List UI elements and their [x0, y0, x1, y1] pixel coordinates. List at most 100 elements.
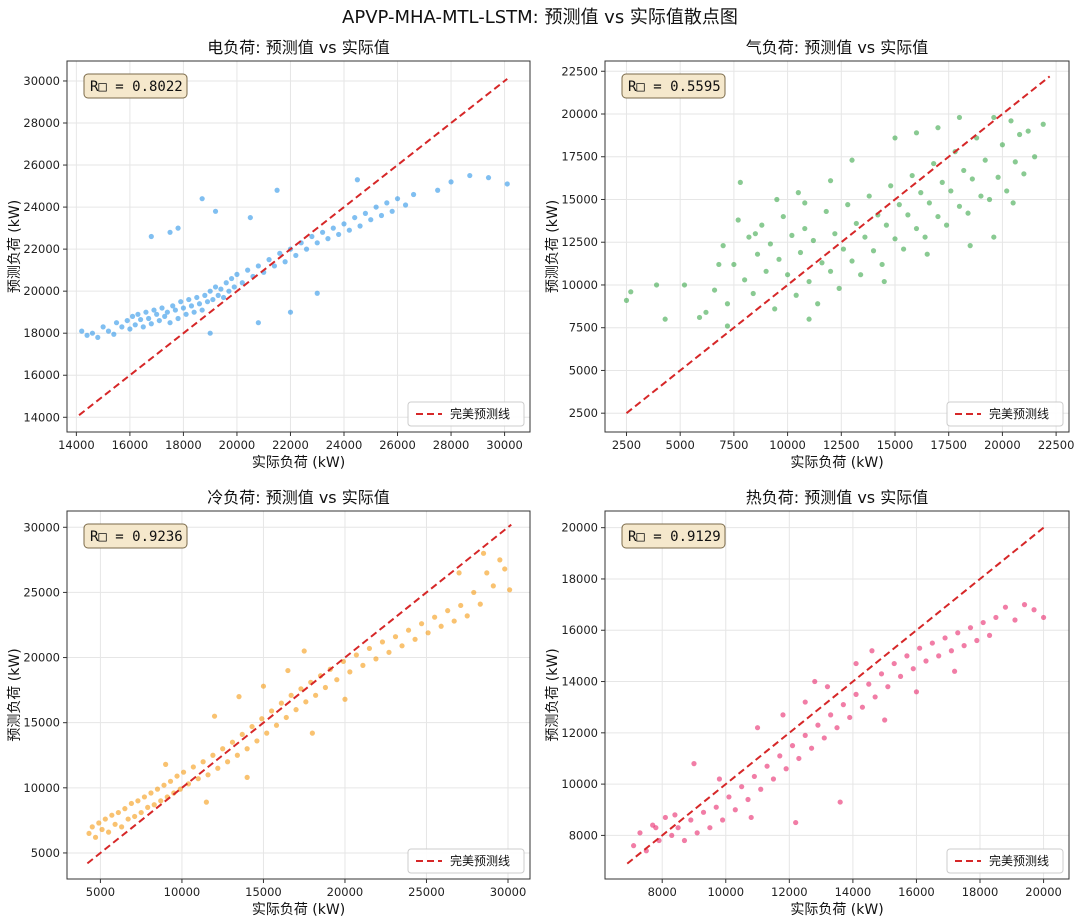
- axes-frame: [604, 510, 1070, 880]
- legend: [407, 401, 525, 427]
- axes-frame: [66, 60, 531, 433]
- data-point: [904, 653, 910, 659]
- data-point: [170, 303, 176, 309]
- data-point: [105, 829, 112, 835]
- scatter-points: [79, 172, 510, 341]
- data-point: [113, 320, 120, 326]
- data-point: [202, 292, 208, 298]
- data-point: [271, 263, 278, 269]
- data-point: [681, 837, 688, 844]
- data-point: [707, 825, 713, 831]
- data-point: [750, 290, 756, 297]
- data-point: [999, 142, 1006, 148]
- x-tick-label: 15000: [877, 438, 914, 452]
- data-point: [467, 172, 473, 179]
- data-point: [897, 673, 904, 680]
- data-point: [119, 324, 125, 330]
- data-point: [845, 202, 851, 208]
- data-point: [269, 708, 275, 714]
- x-tick-label: 22500: [1038, 438, 1075, 452]
- data-point: [239, 731, 245, 738]
- data-point: [956, 203, 963, 209]
- data-point: [255, 320, 261, 326]
- data-point: [716, 261, 722, 268]
- data-point: [336, 231, 342, 238]
- data-point: [229, 739, 236, 745]
- y-tick-label: 28000: [23, 116, 60, 130]
- data-point: [888, 183, 894, 189]
- data-point: [623, 297, 630, 303]
- data-point: [205, 772, 211, 778]
- data-point: [172, 307, 178, 313]
- data-point: [412, 636, 418, 642]
- data-point: [254, 738, 260, 744]
- data-point: [1031, 607, 1037, 613]
- data-point: [151, 307, 157, 313]
- data-point: [215, 765, 221, 771]
- data-point: [720, 243, 726, 249]
- data-point: [995, 174, 1001, 180]
- subplot-4: 8000 10000 12000 14000 16000 18000 20000 8000 10…: [545, 488, 1070, 918]
- y-axis-label: 预测负荷 (kW): [7, 648, 23, 741]
- data-point: [858, 272, 864, 278]
- data-point: [780, 213, 786, 220]
- data-point: [806, 278, 812, 285]
- data-point: [215, 292, 221, 298]
- data-point: [504, 181, 510, 187]
- data-point: [394, 196, 401, 202]
- data-point: [774, 196, 780, 203]
- data-point: [881, 278, 887, 285]
- data-point: [870, 248, 877, 254]
- x-axis-label: 实际负荷 (kW): [252, 902, 345, 918]
- data-point: [1040, 614, 1047, 621]
- data-point: [681, 282, 688, 288]
- data-point: [675, 825, 681, 831]
- data-point: [99, 826, 105, 833]
- data-point: [287, 309, 294, 315]
- data-point: [783, 766, 789, 772]
- data-point: [752, 231, 758, 237]
- data-point: [900, 246, 907, 252]
- data-point: [143, 309, 149, 315]
- data-point: [986, 196, 993, 203]
- data-point: [726, 794, 732, 800]
- y-tick-label: 8000: [569, 828, 598, 842]
- legend: [407, 848, 525, 874]
- data-point: [210, 752, 216, 758]
- data-point: [89, 824, 95, 830]
- data-point: [853, 660, 859, 667]
- data-point: [352, 214, 358, 221]
- data-point: [410, 191, 417, 198]
- data-point: [484, 570, 490, 576]
- data-point: [935, 125, 941, 131]
- data-point: [405, 627, 412, 633]
- figure-suptitle: APVP-MHA-MTL-LSTM: 预测值 vs 实际值散点图: [342, 7, 738, 28]
- data-point: [737, 179, 743, 185]
- data-point: [878, 671, 885, 677]
- data-point: [713, 804, 719, 810]
- data-point: [828, 712, 834, 718]
- data-point: [866, 193, 872, 199]
- x-tick-label: 30000: [486, 438, 523, 452]
- data-point: [991, 114, 997, 121]
- data-point: [700, 809, 707, 815]
- data-point: [694, 830, 700, 836]
- data-point: [806, 316, 812, 322]
- data-point: [159, 305, 165, 311]
- y-tick-label: 16000: [561, 623, 598, 637]
- data-point: [745, 796, 751, 803]
- data-point: [885, 684, 891, 690]
- data-point: [451, 618, 457, 624]
- data-point: [672, 812, 678, 818]
- data-point: [346, 227, 352, 233]
- data-point: [102, 816, 108, 822]
- x-tick-label: 18000: [165, 438, 202, 452]
- x-tick-label: 10000: [769, 438, 806, 452]
- data-point: [148, 233, 154, 240]
- data-point: [896, 202, 902, 208]
- data-point: [669, 832, 675, 839]
- data-point: [732, 807, 738, 813]
- data-point: [796, 755, 802, 762]
- data-point: [931, 160, 937, 167]
- data-point: [824, 684, 831, 690]
